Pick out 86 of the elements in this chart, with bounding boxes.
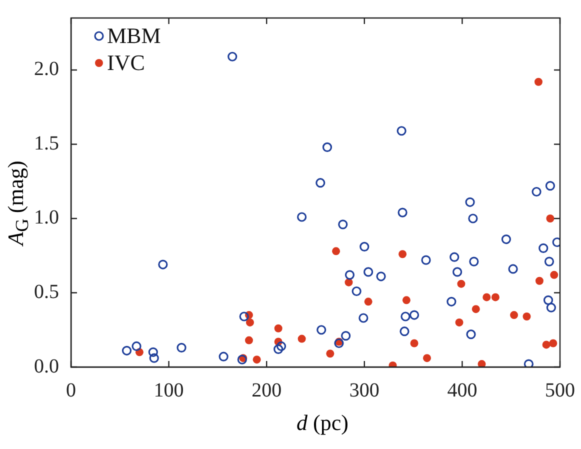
point	[532, 186, 542, 197]
point	[543, 295, 554, 305]
point	[472, 305, 480, 314]
point	[538, 243, 548, 253]
point	[446, 296, 456, 306]
point	[402, 296, 410, 304]
x-tick-label: 300	[349, 379, 380, 402]
point	[450, 252, 460, 262]
point	[491, 293, 500, 302]
point	[546, 214, 554, 222]
y-tick-label: 1.0	[34, 206, 59, 229]
point	[546, 302, 556, 312]
point	[545, 181, 556, 191]
x-tick-label: 0	[66, 379, 76, 402]
point	[298, 334, 306, 343]
point	[344, 270, 355, 280]
point	[550, 270, 558, 279]
point	[549, 339, 558, 348]
point	[244, 336, 253, 344]
point	[176, 342, 186, 352]
point	[501, 234, 512, 244]
point	[246, 318, 254, 326]
point	[522, 312, 531, 321]
point	[410, 339, 418, 348]
point	[158, 260, 168, 270]
point	[297, 212, 307, 222]
point	[544, 256, 554, 266]
point	[508, 264, 518, 274]
point	[341, 331, 351, 341]
y-tick-label: 0.5	[34, 280, 59, 303]
point	[542, 340, 550, 349]
point	[316, 178, 326, 188]
point	[409, 310, 420, 320]
point	[276, 341, 286, 352]
x-tick-label: 100	[154, 379, 184, 402]
point	[338, 220, 348, 230]
point	[398, 208, 408, 218]
point	[228, 52, 238, 62]
point	[364, 267, 374, 277]
point	[326, 350, 334, 358]
point	[469, 256, 479, 266]
point	[334, 338, 344, 348]
point	[218, 352, 228, 362]
point	[400, 326, 410, 336]
point	[274, 344, 284, 354]
x-tick-label: 500	[545, 379, 575, 402]
x-tick-label: 200	[252, 379, 282, 402]
legend-label: MBM	[107, 22, 161, 48]
point	[398, 250, 407, 258]
point	[322, 142, 332, 152]
point	[252, 356, 261, 364]
point	[148, 347, 158, 357]
point	[478, 360, 486, 367]
point	[535, 276, 544, 285]
legend-label: IVC	[107, 50, 145, 75]
point	[332, 247, 340, 256]
x-tick-label: 400	[447, 379, 478, 402]
point	[360, 242, 370, 252]
point	[524, 359, 534, 367]
point	[510, 311, 518, 320]
y-tick-label: 0.0	[34, 355, 59, 378]
point	[465, 197, 475, 207]
point	[482, 293, 491, 302]
point	[364, 298, 372, 306]
point	[455, 318, 464, 326]
point	[400, 312, 410, 322]
point	[534, 78, 542, 86]
point	[452, 267, 462, 277]
x-axis-title: d (pc)	[296, 410, 350, 436]
point	[457, 280, 466, 288]
point	[358, 313, 368, 323]
y-tick-label: 2.0	[34, 58, 59, 80]
point	[396, 126, 406, 136]
point	[422, 354, 431, 362]
point	[149, 353, 159, 363]
point	[421, 255, 431, 265]
point	[376, 272, 386, 282]
point	[122, 346, 132, 356]
point	[239, 312, 249, 322]
point	[468, 214, 478, 224]
point	[466, 330, 476, 340]
point	[352, 286, 362, 296]
point	[132, 341, 142, 352]
point	[274, 324, 282, 332]
point	[316, 325, 326, 335]
y-tick-label: 1.5	[34, 132, 59, 154]
